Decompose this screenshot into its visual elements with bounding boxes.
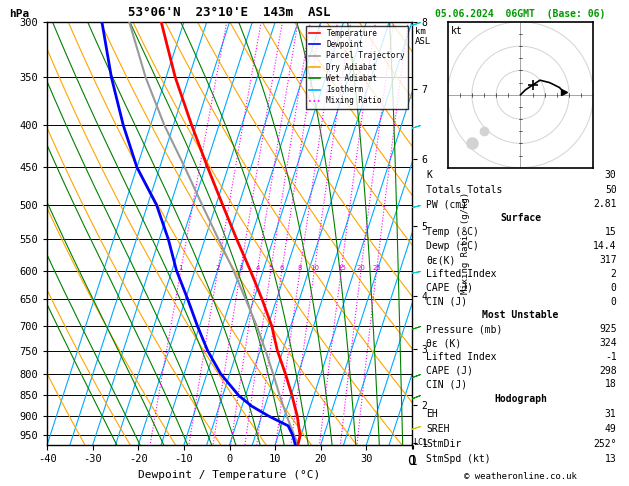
Text: 298: 298 xyxy=(599,365,616,376)
X-axis label: Dewpoint / Temperature (°C): Dewpoint / Temperature (°C) xyxy=(138,470,321,480)
Text: K: K xyxy=(426,170,432,180)
Text: 49: 49 xyxy=(605,424,616,434)
Text: 13: 13 xyxy=(605,454,616,464)
Text: PW (cm): PW (cm) xyxy=(426,199,467,209)
Text: EH: EH xyxy=(426,409,438,419)
Text: CIN (J): CIN (J) xyxy=(426,296,467,307)
Text: 14.4: 14.4 xyxy=(593,241,616,251)
Text: Hodograph: Hodograph xyxy=(494,394,547,404)
Text: CAPE (J): CAPE (J) xyxy=(426,365,474,376)
Legend: Temperature, Dewpoint, Parcel Trajectory, Dry Adiabat, Wet Adiabat, Isotherm, Mi: Temperature, Dewpoint, Parcel Trajectory… xyxy=(306,26,408,108)
Text: Lifted Index: Lifted Index xyxy=(426,352,497,362)
Text: SREH: SREH xyxy=(426,424,450,434)
Text: StmSpd (kt): StmSpd (kt) xyxy=(426,454,491,464)
Text: Most Unstable: Most Unstable xyxy=(482,311,559,320)
Text: 2: 2 xyxy=(611,269,616,279)
Text: 8: 8 xyxy=(298,264,302,271)
Text: kt: kt xyxy=(450,26,462,36)
Text: 1: 1 xyxy=(179,264,183,271)
Text: Surface: Surface xyxy=(500,213,541,224)
Text: Lifted Index: Lifted Index xyxy=(426,269,497,279)
Text: 0: 0 xyxy=(611,296,616,307)
Text: 50: 50 xyxy=(605,185,616,194)
Text: Dewp (°C): Dewp (°C) xyxy=(426,241,479,251)
Text: θε(K): θε(K) xyxy=(426,255,456,265)
Text: km
ASL: km ASL xyxy=(415,27,431,46)
Text: 15: 15 xyxy=(605,227,616,237)
Text: Totals Totals: Totals Totals xyxy=(426,185,503,194)
Text: 6: 6 xyxy=(280,264,284,271)
Text: 0: 0 xyxy=(611,283,616,293)
Text: hPa: hPa xyxy=(9,9,30,19)
Text: 5: 5 xyxy=(269,264,273,271)
Text: 2.81: 2.81 xyxy=(593,199,616,209)
Text: θε (K): θε (K) xyxy=(426,338,462,348)
Text: 25: 25 xyxy=(372,264,381,271)
Text: Temp (°C): Temp (°C) xyxy=(426,227,479,237)
Text: 2: 2 xyxy=(216,264,220,271)
Text: 05.06.2024  06GMT  (Base: 06): 05.06.2024 06GMT (Base: 06) xyxy=(435,9,606,19)
Text: 31: 31 xyxy=(605,409,616,419)
Text: 30: 30 xyxy=(605,170,616,180)
Text: 317: 317 xyxy=(599,255,616,265)
Text: 3: 3 xyxy=(238,264,243,271)
Text: 4: 4 xyxy=(255,264,260,271)
Text: 252°: 252° xyxy=(593,439,616,449)
Text: -1: -1 xyxy=(605,352,616,362)
Text: Pressure (mb): Pressure (mb) xyxy=(426,324,503,334)
Text: 324: 324 xyxy=(599,338,616,348)
Text: 53°06'N  23°10'E  143m  ASL: 53°06'N 23°10'E 143m ASL xyxy=(128,6,331,19)
Text: 18: 18 xyxy=(605,380,616,389)
Text: CIN (J): CIN (J) xyxy=(426,380,467,389)
Text: StmDir: StmDir xyxy=(426,439,462,449)
Text: 20: 20 xyxy=(357,264,365,271)
Text: LCL: LCL xyxy=(413,438,428,447)
Text: © weatheronline.co.uk: © weatheronline.co.uk xyxy=(464,472,577,481)
Text: CAPE (J): CAPE (J) xyxy=(426,283,474,293)
Text: 925: 925 xyxy=(599,324,616,334)
Text: 10: 10 xyxy=(310,264,319,271)
Text: 15: 15 xyxy=(337,264,346,271)
Text: Mixing Ratio (g/kg): Mixing Ratio (g/kg) xyxy=(461,192,470,294)
